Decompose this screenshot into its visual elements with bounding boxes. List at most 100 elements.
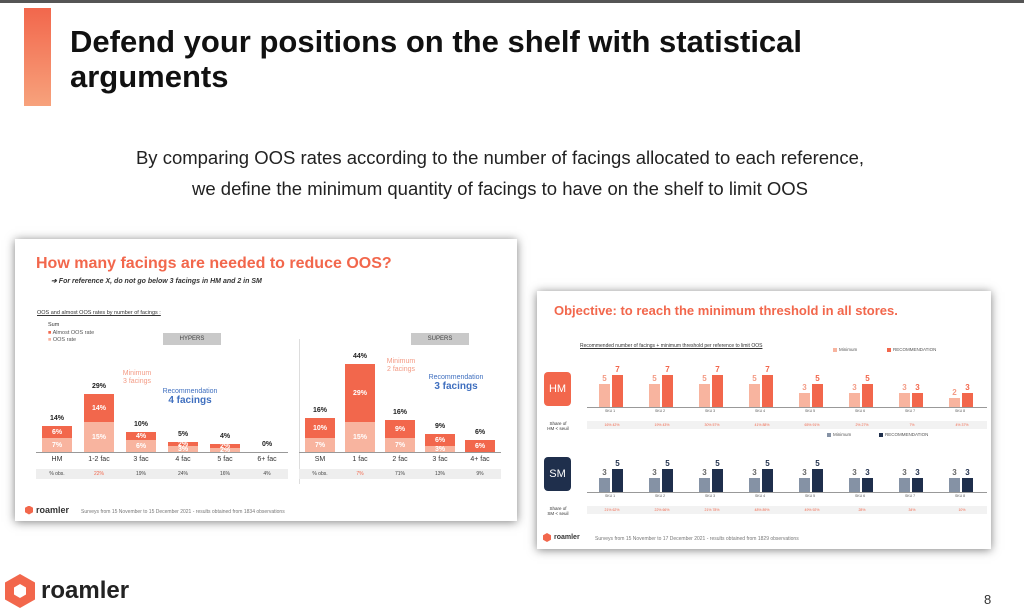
min-bar <box>649 478 660 492</box>
min-bar <box>849 393 860 407</box>
min-bar <box>749 384 760 407</box>
bar-segment-almost-oos: 14% <box>84 394 114 422</box>
min-value: 2 <box>952 387 957 397</box>
min-bar <box>899 393 910 407</box>
share-label: 4% <box>263 471 271 477</box>
sku-label: SKU 6 <box>854 409 866 413</box>
min-value: 3 <box>602 468 607 478</box>
rec-bar <box>712 374 723 407</box>
bar-segment-oos: 3% <box>168 446 198 453</box>
rec-value: 5 <box>815 374 820 383</box>
sku-label: SKU 5 <box>804 409 816 413</box>
share-label: 19% <box>135 471 146 477</box>
title-accent-bar <box>24 8 51 106</box>
bar-segment-oos: 7% <box>385 438 415 452</box>
rec-bar <box>812 469 823 492</box>
sku-label: SKU 7 <box>904 409 916 413</box>
category-label: HM <box>51 456 63 463</box>
bar-supers-1: 15% 29% <box>345 364 375 452</box>
bar-total-label: 44% <box>352 353 367 360</box>
card1-title: How many facings are needed to reduce OO… <box>36 255 392 272</box>
bar-segment-almost-oos: 6% <box>425 434 455 446</box>
top-border-line <box>0 0 1024 3</box>
subtitle-line-1: By comparing OOS rates according to the … <box>135 147 865 168</box>
share-row <box>587 506 987 514</box>
share-value: 2% 27% <box>855 423 869 427</box>
share-value: 19% 43% <box>654 423 670 427</box>
share-row-0 <box>36 469 288 479</box>
share-label: 13% <box>434 471 445 477</box>
rec-value: 7 <box>765 364 770 374</box>
card1-logo: roamler <box>25 505 69 515</box>
share-row-label: Share of HM < seuil <box>547 421 569 431</box>
category-label: 3 fac <box>432 456 448 463</box>
sku-label: SKU 6 <box>854 494 866 498</box>
group-axis-1 <box>299 452 501 453</box>
category-label: 3 fac <box>133 456 149 463</box>
bar-total-label: 16% <box>392 409 407 416</box>
rec-value: 7 <box>715 364 720 374</box>
min-bar <box>899 478 910 492</box>
bar-hypers-1: 15% 14% <box>84 394 114 452</box>
bar-supers-3: 3% 6% <box>425 434 455 453</box>
share-value: 22% 66% <box>654 508 670 512</box>
group-axis-0 <box>36 452 288 453</box>
share-value: 28% <box>858 508 866 512</box>
sup-rec-annotation: Recommendation 3 facings <box>428 374 484 392</box>
rec-bar <box>912 393 923 407</box>
sku-label: SKU 1 <box>604 494 616 498</box>
bar-total-label: 29% <box>91 383 106 390</box>
slide-title: Defend your positions on the shelf with … <box>70 24 803 94</box>
rec-bar <box>662 374 673 407</box>
bar-segment-oos: 15% <box>345 422 375 452</box>
min-bar <box>699 384 710 407</box>
rec-bar <box>762 374 773 407</box>
share-label: 7% <box>356 471 364 477</box>
share-label: 16% <box>219 471 230 477</box>
chart-caption: OOS and almost OOS rates by number of fa… <box>37 310 161 316</box>
rec-value: 7 <box>615 364 620 374</box>
min-value: 3 <box>752 468 757 478</box>
sku-label: SKU 4 <box>754 494 766 498</box>
bar-segment-oos: 15% <box>84 422 114 452</box>
min-value: 5 <box>602 374 607 383</box>
row-box-sm: SM <box>544 457 571 491</box>
card1-note: ➔ For reference X, do not go below 3 fac… <box>51 278 262 285</box>
bar-segment-oos: 7% <box>42 438 72 452</box>
min-value: 5 <box>752 374 757 383</box>
bar-hypers-2: 6% 4% <box>126 432 156 452</box>
row-axis <box>587 492 987 493</box>
share-value: 10% <box>958 508 966 512</box>
rec-bar <box>662 469 673 492</box>
share-value: 4% 37% <box>955 423 969 427</box>
row-axis <box>587 407 987 408</box>
card1-footer: Surveys from 15 November to 15 December … <box>81 509 285 515</box>
min-bar <box>749 478 760 492</box>
category-label: 2 fac <box>392 456 408 463</box>
share-label: % obs. <box>312 471 328 477</box>
share-value: 65% 91% <box>804 423 820 427</box>
min-value: 3 <box>802 468 807 478</box>
category-label: SM <box>314 456 326 463</box>
rec-value: 5 <box>665 459 670 468</box>
share-value: 21% 78% <box>704 508 720 512</box>
category-label: 5 fac <box>217 456 233 463</box>
bar-total-label: 6% <box>474 429 486 436</box>
legend-dark: ■ Almost OOS rate <box>48 330 95 336</box>
rec-value: 5 <box>715 459 720 468</box>
bar-segment-almost-oos: 2% <box>168 441 198 448</box>
card2-logo: roamler <box>543 533 580 542</box>
bar-segment-almost-oos: 9% <box>385 420 415 438</box>
min-value: 5 <box>652 374 657 383</box>
rec-bar <box>862 384 873 407</box>
group-divider <box>299 339 300 484</box>
share-row-1 <box>299 469 501 479</box>
bar-total-label: 10% <box>133 421 148 428</box>
rec-bar <box>962 393 973 407</box>
share-value: 49% 92% <box>804 508 820 512</box>
share-value: 16% 42% <box>604 423 620 427</box>
sku-label: SKU 3 <box>704 409 716 413</box>
card2-caption: Recommended number of facings + minimum … <box>580 343 763 349</box>
bar-segment-almost-oos: 29% <box>345 364 375 422</box>
sku-label: SKU 4 <box>754 409 766 413</box>
